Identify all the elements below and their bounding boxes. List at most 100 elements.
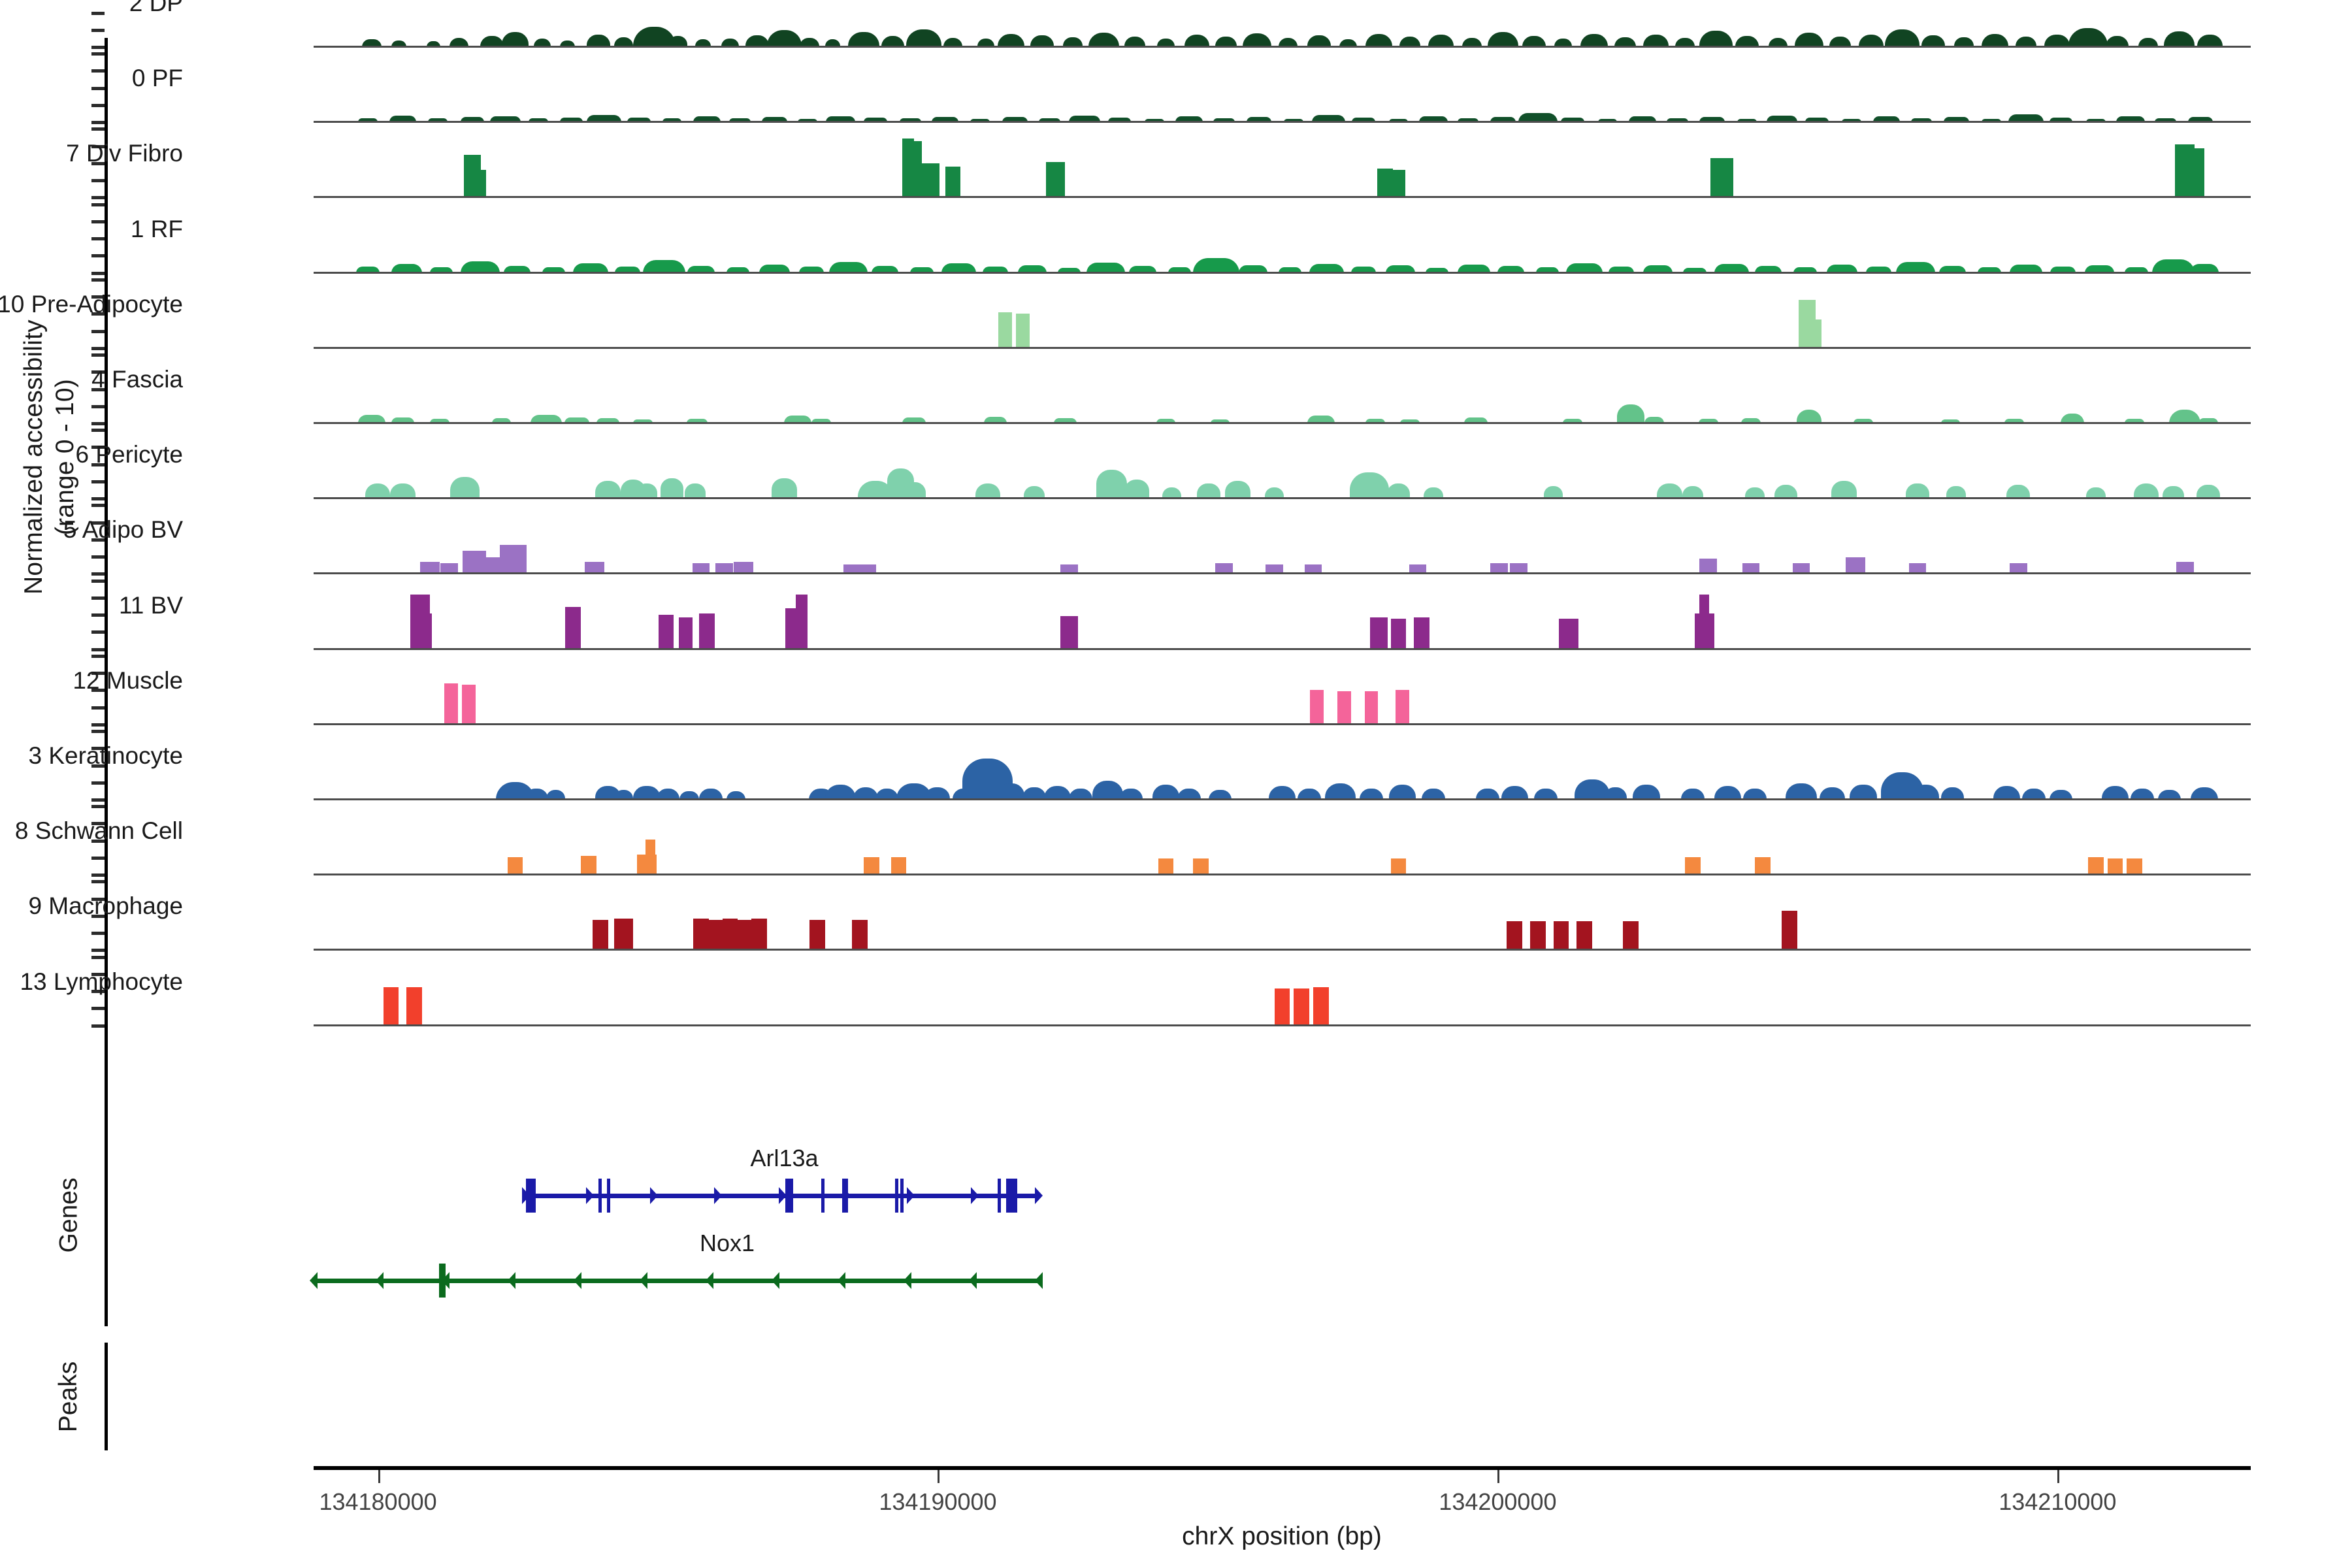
strand-arrow-left-icon (310, 1272, 318, 1289)
signal-peak (734, 561, 754, 574)
signal-peak (1352, 117, 1375, 123)
signal-peak (440, 563, 458, 574)
signal-peak (784, 416, 811, 423)
signal-peak (390, 483, 416, 499)
strand-arrow-left-icon (837, 1272, 845, 1289)
signal-peak (1614, 37, 1636, 47)
signal-peak (595, 480, 621, 499)
strand-arrow-left-icon (705, 1272, 713, 1289)
signal-peak (1124, 37, 1146, 47)
track-label: 2 DP (129, 0, 183, 16)
signal-peak (1156, 418, 1176, 423)
signal-peak (1954, 37, 1974, 47)
signal-peak (1786, 783, 1817, 800)
signal-peak (1872, 116, 1901, 123)
strand-arrow-left-icon (969, 1272, 977, 1289)
x-axis-tick (938, 1470, 940, 1483)
signal-peak (1530, 921, 1546, 951)
signal-peak (1360, 789, 1383, 800)
signal-peak (1388, 118, 1409, 123)
signal-peak (2189, 148, 2204, 198)
signal-peak (745, 35, 769, 47)
signal-peak (1699, 30, 1733, 47)
track-signal (314, 50, 2251, 123)
signal-peak (848, 31, 879, 47)
signal-peak (1518, 112, 1558, 123)
signal-peak (1643, 265, 1673, 273)
coverage-track[interactable]: 10 Pre-Adipocyte (0, 278, 2251, 350)
coverage-track[interactable]: 9 Macrophage (28, 880, 2251, 951)
coverage-track[interactable]: 13 Lymphocyte (20, 956, 2251, 1027)
signal-peak (643, 259, 686, 273)
signal-peak (1754, 857, 1771, 875)
signal-peak (809, 920, 825, 951)
strand-arrow-right-icon (585, 1187, 594, 1204)
coverage-axis-tick (91, 880, 105, 884)
signal-peak (449, 38, 469, 47)
signal-peak (362, 39, 382, 47)
signal-peak (1238, 265, 1268, 273)
y-axis-title-line1: Normalized accessibility (19, 319, 48, 595)
track-baseline (314, 271, 2251, 274)
signal-peak (1053, 417, 1077, 423)
coverage-track[interactable]: 4 Fascia (91, 353, 2251, 425)
signal-peak (2138, 38, 2158, 47)
signal-peak (383, 987, 399, 1026)
coverage-track[interactable]: 7 Div Fibro (66, 127, 2251, 199)
signal-peak (1060, 564, 1078, 574)
coverage-track[interactable]: 1 RF (131, 203, 2251, 274)
signal-peak (533, 39, 551, 47)
gene-model[interactable] (314, 1169, 2251, 1222)
coverage-track[interactable]: 5 Adipo BV (63, 504, 2251, 575)
coverage-track[interactable]: 2 DP (129, 0, 2251, 48)
signal-peak (1421, 789, 1445, 800)
coverage-track[interactable]: 6 Pericyte (75, 427, 2251, 500)
gene-model[interactable] (310, 1254, 2251, 1307)
signal-peak (356, 267, 380, 273)
signal-peak (1193, 858, 1209, 875)
track-label: 7 Div Fibro (66, 140, 183, 167)
signal-peak (1107, 117, 1132, 123)
signal-peak (679, 791, 700, 800)
signal-peak (2022, 789, 2046, 800)
signal-peak (693, 116, 721, 123)
signal-peak (1699, 594, 1710, 649)
signal-peak (2155, 118, 2176, 123)
signal-peak (1866, 267, 1891, 273)
signal-peak (2169, 410, 2200, 423)
signal-peak (687, 266, 715, 273)
signal-peak (1603, 787, 1627, 800)
signal-peak (1490, 116, 1516, 123)
coverage-track[interactable]: 0 PF (132, 50, 2251, 123)
coverage-axis-tick (91, 555, 105, 559)
signal-peak (852, 920, 868, 951)
coverage-track[interactable]: 8 Schwann Cell (15, 805, 2251, 876)
coverage-axis-tick (91, 161, 105, 165)
signal-peak (1215, 563, 1233, 574)
gene-exon (1005, 1179, 1018, 1213)
signal-peak (1392, 170, 1405, 198)
coverage-track[interactable]: 12 Muscle (73, 655, 2251, 726)
signal-peak (1307, 35, 1331, 47)
signal-peak (1119, 789, 1143, 800)
coverage-track[interactable]: 3 Keratinocyte (28, 730, 2251, 801)
signal-peak (1854, 418, 1873, 423)
signal-peak (1414, 617, 1429, 649)
signal-peak (615, 267, 640, 273)
signal-peak (2151, 259, 2195, 273)
coverage-axis-tick (91, 689, 105, 693)
signal-peak (693, 919, 709, 951)
track-signal (314, 427, 2251, 499)
signal-peak (692, 563, 710, 574)
signal-peak (800, 38, 819, 47)
track-baseline (314, 121, 2251, 123)
signal-peak (1858, 35, 1884, 47)
signal-peak (811, 418, 831, 423)
signal-peak (1910, 118, 1933, 123)
coverage-axis-tick (91, 278, 105, 282)
signal-peak (998, 312, 1012, 348)
coverage-axis-tick (91, 781, 105, 785)
signal-peak (592, 920, 608, 951)
track-label: 6 Pericyte (75, 441, 183, 468)
coverage-track[interactable]: 11 BV (119, 580, 2251, 651)
